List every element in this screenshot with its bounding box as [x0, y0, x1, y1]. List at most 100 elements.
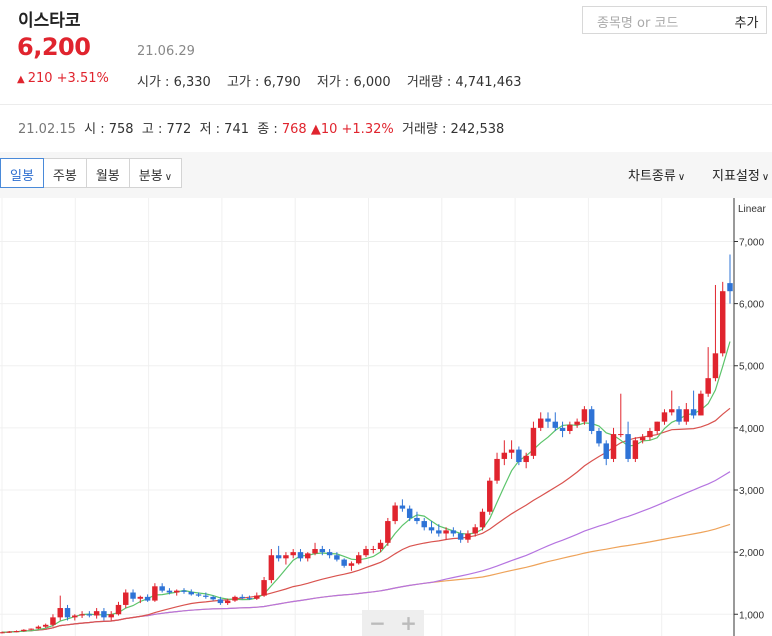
hover-date: 21.02.15 — [18, 122, 76, 137]
candle-body — [123, 592, 129, 605]
candle-body — [79, 614, 85, 616]
y-tick-label: 3,000 — [739, 486, 764, 497]
candle-body — [370, 549, 377, 551]
candle-body — [297, 552, 304, 559]
ma20-line — [1, 407, 731, 633]
candle-body — [42, 624, 49, 627]
hover-volume: 242,538 — [450, 122, 505, 137]
candle-body — [224, 600, 231, 604]
low-value: 6,000 — [353, 75, 391, 90]
candle-body — [465, 533, 471, 540]
candle-body — [537, 418, 544, 428]
ma5-line — [1, 341, 731, 633]
scale-label[interactable]: Linear — [738, 204, 766, 215]
volume-label: 거래량 : — [406, 75, 456, 90]
candle-body — [108, 614, 114, 618]
zoom-out-button[interactable]: − — [369, 611, 386, 635]
chart-type-dropdown[interactable]: 차트종류 ∨ — [628, 165, 685, 184]
tab-weekly[interactable]: 주봉 — [43, 158, 87, 188]
candle-body — [406, 508, 413, 518]
tab-minute[interactable]: 분봉 ∨ — [129, 158, 183, 188]
candle-body — [72, 615, 78, 618]
candle-body — [574, 421, 580, 425]
candle-body — [712, 353, 719, 379]
chevron-down-icon: ∨ — [164, 172, 173, 183]
candle-body — [181, 590, 187, 592]
candle-body — [275, 555, 282, 559]
candle-body — [101, 611, 107, 618]
candle-body — [545, 418, 551, 422]
hover-high-label: 고 : — [141, 122, 167, 137]
y-tick-label: 6,000 — [739, 300, 764, 311]
candle-body — [501, 452, 508, 459]
hover-open: 758 — [108, 122, 134, 137]
low-label: 저가 : — [316, 75, 354, 90]
candle-body — [472, 527, 478, 534]
candle-body — [203, 595, 209, 597]
candle-body — [516, 449, 522, 463]
candle-body — [487, 480, 493, 512]
hover-up-triangle-icon: ▲ — [310, 122, 321, 137]
candle-body — [494, 458, 500, 481]
candle-body — [661, 412, 668, 422]
indicator-settings-label: 지표설정 — [712, 169, 760, 184]
candle-body — [727, 283, 733, 292]
candle-body — [719, 291, 726, 354]
stock-name: 이스타코 — [18, 11, 81, 31]
stock-search-input[interactable]: 종목명 or 코드 — [582, 6, 728, 34]
candle-body — [57, 608, 63, 618]
candle-body — [64, 608, 71, 618]
indicator-settings-dropdown[interactable]: 지표설정 ∨ — [712, 165, 769, 184]
candle-body — [334, 555, 340, 560]
up-triangle-icon: ▲ — [17, 74, 25, 85]
candle-body — [632, 440, 639, 459]
candle-body — [239, 596, 245, 599]
zoom-in-button[interactable]: + — [400, 611, 417, 635]
candle-body — [654, 421, 660, 431]
candle-body — [144, 596, 151, 601]
chart-type-label: 차트종류 — [628, 169, 676, 184]
candle-body — [530, 427, 537, 456]
add-button[interactable]: 추가 — [727, 6, 767, 34]
hover-low-label: 저 : — [199, 122, 225, 137]
current-price: 6,200 — [17, 33, 91, 61]
candle-body — [399, 505, 406, 509]
candle-body — [552, 421, 559, 428]
candle-body — [647, 430, 653, 438]
candle-body — [268, 555, 275, 581]
candle-body — [559, 427, 566, 431]
candle-body — [290, 552, 296, 556]
candle-body — [588, 409, 595, 431]
candle-body — [618, 434, 624, 436]
candle-body — [50, 617, 56, 625]
candle-body — [377, 542, 384, 550]
candle-body — [28, 628, 34, 630]
candle-body — [159, 586, 165, 591]
candle-body — [698, 393, 704, 416]
candlestick-chart[interactable]: Linear 1,000 2,000 3,000 4,000 5,000 6,000 7,0… — [0, 198, 772, 636]
open-value: 6,330 — [173, 75, 211, 90]
candle-body — [341, 559, 347, 566]
candle-body — [625, 434, 631, 459]
hover-volume-label: 거래량 : — [401, 122, 451, 137]
tab-monthly[interactable]: 월봉 — [86, 158, 130, 188]
candle-body — [683, 409, 690, 422]
candle-body — [326, 552, 333, 556]
candle-body — [385, 521, 391, 543]
candle-body — [348, 563, 355, 566]
hover-close: 768 — [281, 122, 307, 137]
candle-body — [392, 505, 398, 522]
open-label: 시가 : — [137, 75, 174, 90]
candle-body — [254, 595, 260, 599]
candle-body — [705, 378, 711, 394]
candle-body — [305, 553, 311, 559]
tab-daily[interactable]: 일봉 — [0, 158, 44, 188]
candle-body — [355, 555, 362, 564]
candles — [0, 254, 733, 634]
hover-change: 10 +1.32% — [320, 122, 394, 137]
candle-body — [137, 596, 144, 599]
candle-body — [130, 592, 136, 599]
candle-body — [457, 533, 464, 540]
candle-body — [188, 591, 195, 595]
y-tick-label: 5,000 — [739, 362, 764, 373]
